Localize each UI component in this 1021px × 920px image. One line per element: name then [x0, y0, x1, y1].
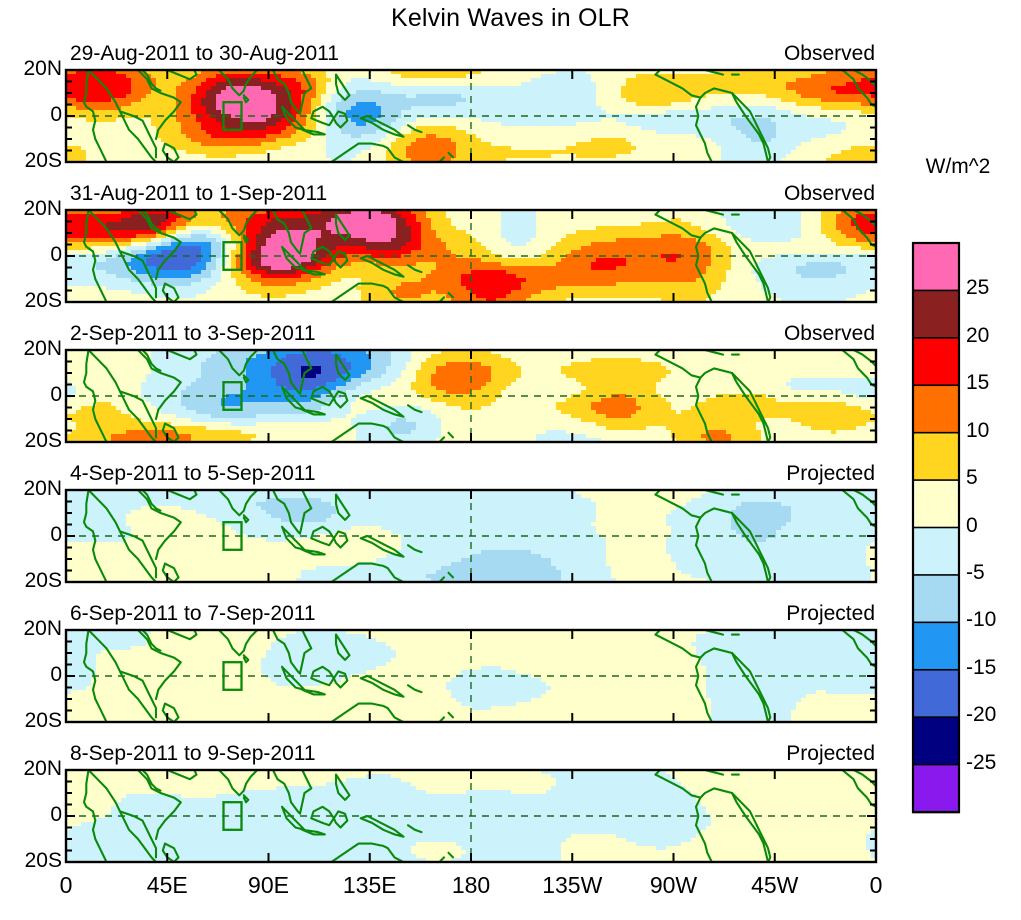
x-axis-tick-label: 90E: [224, 872, 314, 899]
colorbar-tick-label: 20: [966, 324, 1021, 348]
colorbar-band: [912, 384, 960, 434]
map-panel: [64, 488, 878, 584]
colorbar-band: [912, 668, 960, 719]
colorbar-units-label: W/m^2: [898, 155, 1018, 179]
anomaly-field: [66, 630, 876, 722]
colorbar-tick-label: 15: [966, 371, 1021, 395]
y-axis-tick-label: 20N: [0, 617, 62, 641]
panel-date-range: 4-Sep-2011 to 5-Sep-2011: [70, 462, 316, 486]
map-panel: [64, 208, 878, 304]
colorbar: [911, 241, 961, 814]
y-axis-tick-label: 20S: [0, 569, 62, 593]
colorbar-band: [912, 479, 960, 529]
anomaly-field: [66, 350, 876, 442]
y-axis-tick-label: 0: [0, 383, 62, 407]
panel-date-range: 2-Sep-2011 to 3-Sep-2011: [70, 322, 316, 346]
colorbar-band: [912, 716, 960, 766]
anomaly-field: [66, 490, 876, 582]
y-axis-tick-label: 20S: [0, 709, 62, 733]
anomaly-field: [66, 210, 876, 302]
panel-data-type: Observed: [784, 182, 875, 206]
colorbar-band: [912, 242, 960, 292]
panel-date-range: 6-Sep-2011 to 7-Sep-2011: [70, 602, 316, 626]
y-axis-tick-label: 20S: [0, 429, 62, 453]
colorbar-tick-label: -15: [966, 656, 1021, 680]
colorbar-tick-label: 25: [966, 276, 1021, 300]
y-axis-tick-label: 0: [0, 803, 62, 827]
panel-date-range: 31-Aug-2011 to 1-Sep-2011: [70, 182, 327, 206]
x-axis-tick-label: 45E: [122, 872, 212, 899]
map-panel: [64, 768, 878, 864]
y-axis-tick-label: 0: [0, 243, 62, 267]
y-axis-tick-label: 20N: [0, 477, 62, 501]
y-axis-tick-label: 0: [0, 663, 62, 687]
colorbar-band: [912, 526, 960, 577]
panel-data-type: Projected: [786, 602, 875, 626]
anomaly-field: [66, 770, 876, 862]
y-axis-tick-label: 20N: [0, 57, 62, 81]
panel-date-range: 8-Sep-2011 to 9-Sep-2011: [70, 742, 316, 766]
colorbar-tick-label: 10: [966, 419, 1021, 443]
colorbar-band: [912, 337, 960, 387]
y-axis-tick-label: 0: [0, 523, 62, 547]
map-panel: [64, 68, 878, 164]
figure-title: Kelvin Waves in OLR: [0, 4, 1021, 33]
colorbar-band: [912, 289, 960, 340]
y-axis-tick-label: 20S: [0, 849, 62, 873]
x-axis-tick-label: 0: [831, 872, 921, 899]
y-axis-tick-label: 0: [0, 103, 62, 127]
x-axis-tick-label: 90W: [629, 872, 719, 899]
x-axis-tick-label: 0: [21, 872, 111, 899]
colorbar-tick-label: -5: [966, 561, 1021, 585]
panel-data-type: Observed: [784, 42, 875, 66]
panel-date-range: 29-Aug-2011 to 30-Aug-2011: [70, 42, 339, 66]
map-panel: [64, 348, 878, 444]
colorbar-band: [912, 763, 960, 814]
panel-data-type: Observed: [784, 322, 875, 346]
colorbar-tick-label: -10: [966, 608, 1021, 632]
x-axis-tick-label: 135W: [527, 872, 617, 899]
panel-data-type: Projected: [786, 462, 875, 486]
x-axis-tick-label: 135E: [325, 872, 415, 899]
panel-data-type: Projected: [786, 742, 875, 766]
y-axis-tick-label: 20S: [0, 289, 62, 313]
map-panel: [64, 628, 878, 724]
colorbar-tick-label: 5: [966, 466, 1021, 490]
colorbar-band: [912, 574, 960, 624]
colorbar-tick-label: -25: [966, 751, 1021, 775]
colorbar-band: [912, 431, 960, 482]
y-axis-tick-label: 20N: [0, 197, 62, 221]
colorbar-band: [912, 621, 960, 672]
anomaly-field: [66, 70, 876, 162]
y-axis-tick-label: 20N: [0, 757, 62, 781]
x-axis-tick-label: 180: [426, 872, 516, 899]
colorbar-tick-label: -20: [966, 703, 1021, 727]
colorbar-tick-label: 0: [966, 514, 1021, 538]
x-axis-tick-label: 45W: [730, 872, 820, 899]
y-axis-tick-label: 20S: [0, 149, 62, 173]
y-axis-tick-label: 20N: [0, 337, 62, 361]
